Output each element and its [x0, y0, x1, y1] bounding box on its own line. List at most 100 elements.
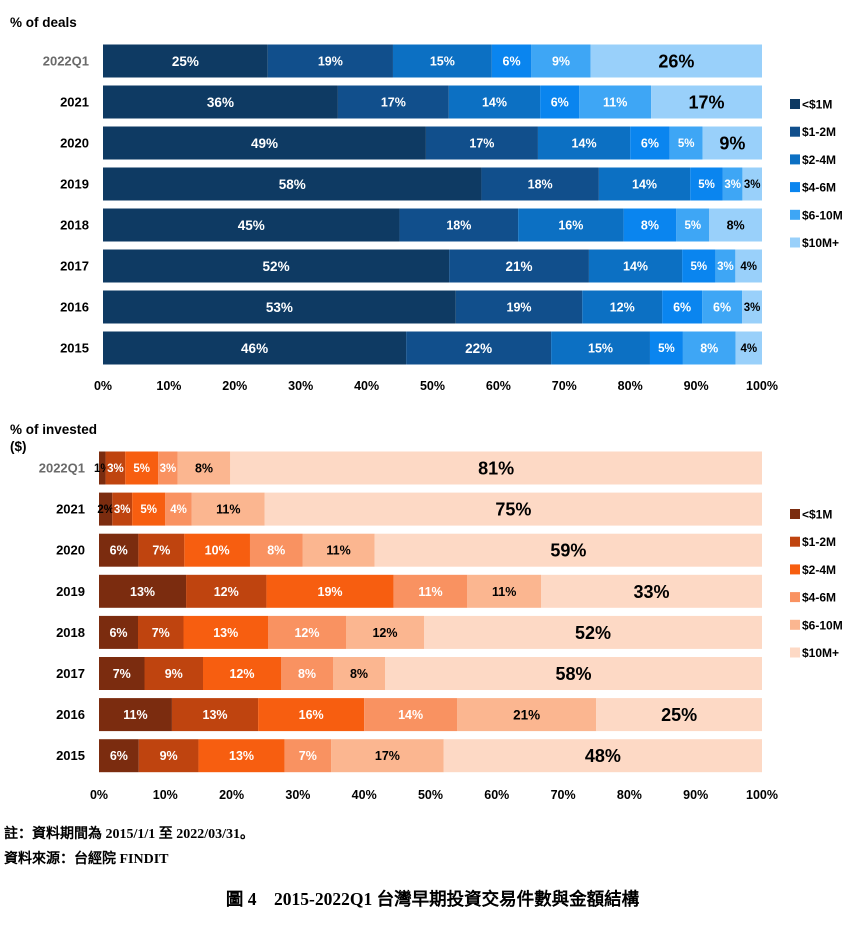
data-label: 14%	[623, 260, 648, 274]
data-label: 8%	[195, 462, 213, 476]
bar-segment	[425, 126, 538, 160]
data-label: 6%	[110, 544, 128, 558]
x-tick-label: 60%	[484, 788, 509, 802]
bar-segment	[99, 657, 145, 690]
bar-segment	[266, 574, 394, 608]
category-label: 2020	[56, 543, 85, 558]
data-label: 3%	[724, 179, 741, 191]
bar-segment	[264, 492, 762, 526]
legend-label: <$1M	[802, 98, 832, 112]
data-label: 36%	[207, 95, 234, 110]
y-axis-title-line: % of invested	[10, 422, 97, 437]
data-label: 5%	[140, 504, 157, 516]
data-label: 14%	[398, 708, 423, 722]
bar-segment	[374, 533, 762, 567]
data-period-note: 註：資料期間為 2015/1/1 至 2022/03/31。	[4, 827, 255, 842]
bar-segment	[183, 615, 268, 649]
bar-row-2018: 2018 45% 18% 16% 8% 5% 8%	[60, 208, 762, 242]
data-label: 6%	[551, 96, 569, 110]
bar-segment	[284, 739, 332, 773]
bar-segment	[722, 167, 743, 201]
data-label: 8%	[641, 219, 659, 233]
legend-label: $1-2M	[802, 535, 836, 549]
legend-swatch	[790, 99, 800, 109]
bar-segment	[676, 208, 710, 242]
bar-row-2019: 2019 13% 12% 19% 11% 11% 33%	[56, 574, 762, 608]
legend-item: $1-2M	[790, 535, 836, 549]
bar-segment	[424, 615, 762, 649]
bar-segment	[105, 451, 126, 485]
bar-row-2017: 2017 7% 9% 12% 8% 8% 58%	[56, 657, 762, 690]
bar-segment	[551, 331, 650, 365]
data-label: 14%	[632, 178, 657, 192]
x-tick-label: 30%	[288, 379, 313, 393]
bar-segment	[399, 208, 519, 242]
figure-canvas: % of deals 2022Q1 25% 19% 15% 6% 9% 26% 2021 36% 1…	[10, 15, 843, 802]
data-label: 9%	[160, 749, 178, 763]
bar-segment	[331, 739, 444, 773]
legend-item: <$1M	[790, 508, 832, 522]
bar-segment	[491, 44, 532, 78]
x-tick-label: 100%	[746, 788, 778, 802]
category-label: 2015	[56, 748, 85, 763]
bar-row-2016: 2016 53% 19% 12% 6% 6% 3%	[60, 290, 762, 324]
legend: <$1M $1-2M $2-4M $4-6M $6-10M $10M+	[790, 98, 843, 250]
y-axis-title: % of invested ($)	[10, 422, 97, 454]
data-label: 4%	[741, 343, 758, 355]
bar-segment	[171, 698, 259, 732]
data-label: 3%	[717, 261, 734, 273]
category-label: 2021	[60, 95, 89, 110]
bar-segment	[230, 451, 763, 485]
bar-segment	[268, 615, 346, 649]
bar-segment	[99, 492, 113, 526]
bar-segment	[186, 574, 267, 608]
legend-label: $4-6M	[802, 181, 836, 195]
x-tick-label: 10%	[153, 788, 178, 802]
legend-label: $6-10M	[802, 618, 843, 632]
data-label: 8%	[350, 667, 368, 681]
category-label: 2017	[56, 666, 85, 681]
data-label: 26%	[658, 51, 694, 71]
category-label: 2016	[60, 300, 89, 315]
data-label: 12%	[229, 667, 254, 681]
bar-segment	[125, 451, 159, 485]
legend-swatch	[790, 619, 800, 630]
category-label: 2019	[60, 177, 89, 192]
data-label: 33%	[633, 582, 669, 602]
data-label: 81%	[478, 458, 514, 478]
legend-swatch	[790, 564, 800, 575]
bar-segment	[682, 249, 716, 283]
bar-segment	[393, 574, 468, 608]
bar-segment	[99, 615, 138, 649]
data-label: 52%	[263, 259, 290, 274]
bar-segment	[392, 44, 492, 78]
data-label: 9%	[165, 667, 183, 681]
x-tick-label: 0%	[90, 788, 108, 802]
legend-swatch	[790, 154, 800, 165]
data-label: 13%	[203, 708, 228, 722]
data-label: 5%	[684, 220, 701, 232]
legend-item: $1-2M	[790, 125, 836, 139]
data-label: 11%	[603, 96, 627, 110]
data-label: 13%	[213, 626, 238, 640]
bar-row-2016: 2016 11% 13% 16% 14% 21% 25%	[56, 698, 762, 732]
data-label: 18%	[446, 219, 471, 233]
data-label: 6%	[713, 301, 731, 315]
data-label: 14%	[572, 137, 597, 151]
data-label: 48%	[585, 746, 621, 766]
bar-segment	[651, 85, 762, 119]
category-label: 2022Q1	[43, 54, 89, 69]
x-tick-label: 50%	[420, 379, 445, 393]
legend-swatch	[790, 237, 800, 248]
data-label: 5%	[678, 138, 695, 150]
bar-segment	[103, 167, 482, 201]
x-axis-ticks: 0% 10% 20% 30% 40% 50% 60% 70% 80% 90% 100%	[94, 379, 778, 393]
bar-segment	[742, 167, 762, 201]
x-axis-ticks: 0% 10% 20% 30% 40% 50% 60% 70% 80% 90% 100%	[90, 788, 778, 802]
bar-segment	[735, 249, 762, 283]
legend-swatch	[790, 647, 800, 658]
data-label: 11%	[326, 544, 350, 558]
bar-segment	[103, 126, 426, 160]
data-label: 15%	[430, 55, 455, 69]
x-tick-label: 10%	[156, 379, 181, 393]
